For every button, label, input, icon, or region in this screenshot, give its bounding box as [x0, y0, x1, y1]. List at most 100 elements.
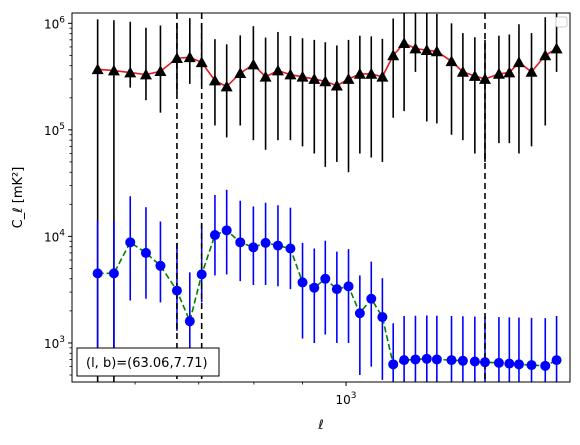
y-tick-label: 105 — [44, 122, 65, 138]
y-tick-label: 103 — [44, 335, 65, 351]
tick-label-base: 10 — [44, 230, 59, 244]
triangle-marker — [220, 80, 233, 92]
circle-marker — [297, 277, 308, 288]
triangle-marker — [468, 70, 481, 81]
triangle-marker — [342, 73, 355, 84]
triangle-marker — [247, 58, 260, 70]
tick-label-base: 10 — [44, 17, 59, 31]
circle-marker — [235, 237, 246, 248]
circle-marker — [526, 360, 537, 371]
circle-marker — [171, 285, 182, 296]
triangle-marker — [550, 42, 563, 54]
triangle-marker — [330, 79, 343, 91]
triangle-marker — [195, 56, 208, 68]
triangle-marker — [91, 63, 104, 75]
triangle-marker — [107, 64, 120, 76]
triangle-marker — [539, 49, 552, 61]
triangle-marker — [308, 73, 321, 84]
triangle-marker — [170, 52, 183, 64]
triangle-marker — [398, 37, 411, 49]
circle-marker — [184, 316, 195, 327]
annotation-box — [76, 347, 220, 377]
triangle-marker — [259, 70, 272, 82]
circle-marker — [431, 354, 442, 365]
circle-marker — [504, 358, 515, 369]
triangle-marker — [478, 73, 491, 84]
circle-marker — [457, 355, 468, 366]
triangle-marker — [512, 56, 525, 68]
circle-marker — [540, 360, 551, 371]
circle-marker — [248, 242, 259, 253]
circle-marker — [140, 247, 151, 258]
axes-frame — [71, 12, 571, 383]
triangle-marker — [234, 67, 247, 79]
circle-marker — [155, 260, 166, 271]
circle-marker — [377, 312, 388, 323]
circle-marker — [421, 353, 432, 364]
tick-label-base: 10 — [44, 337, 59, 351]
circle-marker — [209, 230, 220, 241]
tick-label-base: 10 — [336, 393, 351, 407]
circle-marker — [320, 273, 331, 284]
triangle-marker — [296, 70, 309, 82]
x-tick-label: 103 — [336, 391, 357, 407]
circle-marker — [108, 268, 119, 279]
triangle-marker — [376, 70, 389, 82]
circle-marker — [551, 355, 562, 366]
annotation-text: (l, b)=(63.06,7.71) — [86, 356, 208, 371]
triangle-marker — [271, 64, 284, 76]
circle-marker — [388, 359, 399, 370]
circle-marker — [479, 357, 490, 368]
tick-label-exponent: 3 — [351, 391, 357, 401]
circle-marker — [513, 359, 524, 370]
tick-label-exponent: 5 — [59, 122, 65, 132]
circle-marker — [354, 308, 365, 319]
circle-marker — [343, 281, 354, 292]
triangle-marker — [445, 55, 458, 67]
y-tick-label: 106 — [44, 15, 65, 31]
circle-marker — [260, 237, 271, 248]
plot-layer — [91, 13, 563, 382]
tick-label-base: 10 — [44, 124, 59, 138]
triangle-marker — [353, 67, 366, 79]
triangle-marker — [409, 42, 422, 54]
series-line — [97, 229, 557, 367]
tick-label-exponent: 4 — [59, 228, 65, 238]
y-tick-label: 104 — [44, 228, 65, 244]
triangle-marker — [124, 66, 137, 78]
triangle-marker — [420, 44, 433, 55]
triangle-marker — [208, 74, 221, 86]
circle-marker — [410, 354, 421, 365]
triangle-marker — [319, 75, 332, 87]
circle-marker — [272, 240, 283, 251]
circle-marker — [493, 357, 504, 368]
x-axis-label: ℓ — [317, 418, 323, 433]
triangle-marker — [525, 65, 538, 77]
circle-marker — [331, 284, 342, 295]
triangle-marker — [154, 65, 167, 77]
legend-box — [555, 16, 568, 28]
circle-marker — [221, 225, 232, 236]
triangle-marker — [430, 45, 443, 57]
triangle-marker — [387, 49, 400, 61]
circle-marker — [469, 356, 480, 367]
circle-marker — [196, 269, 207, 280]
triangle-marker — [365, 67, 378, 79]
triangle-marker — [183, 51, 196, 63]
triangle-marker — [456, 65, 469, 77]
triangle-marker — [492, 67, 505, 79]
circle-marker — [92, 268, 103, 279]
tick-label-exponent: 3 — [59, 335, 65, 345]
circle-marker — [285, 243, 296, 254]
tick-label-exponent: 6 — [59, 15, 65, 25]
triangle-marker — [284, 68, 297, 80]
circle-marker — [446, 355, 457, 366]
circle-marker — [366, 293, 377, 304]
y-axis-label: C_ℓ [mK²] — [11, 167, 26, 229]
triangle-marker — [503, 66, 516, 78]
circle-marker — [399, 355, 410, 366]
triangle-marker — [139, 68, 152, 80]
circle-marker — [309, 282, 320, 293]
